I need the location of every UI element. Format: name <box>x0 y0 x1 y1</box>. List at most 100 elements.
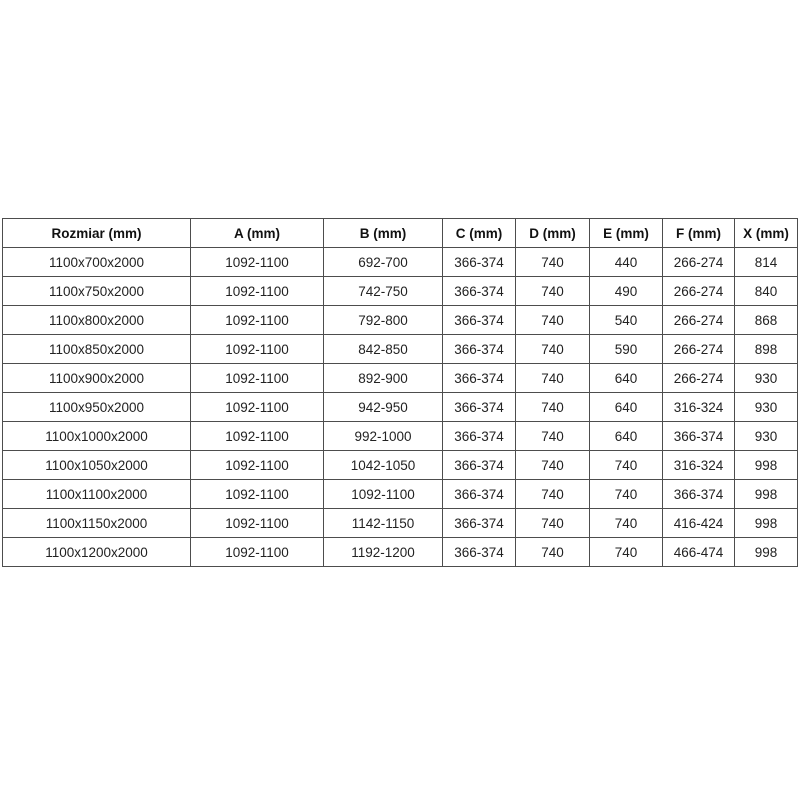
table-cell: 1092-1100 <box>190 450 324 480</box>
table-cell: 892-900 <box>323 363 443 393</box>
table-cell: 640 <box>589 363 663 393</box>
table-cell: 1092-1100 <box>190 247 324 277</box>
table-cell: 740 <box>589 508 663 538</box>
table-cell: 266-274 <box>662 247 735 277</box>
table-cell: 740 <box>515 276 590 306</box>
table-cell: 1100x1150x2000 <box>2 508 191 538</box>
table-cell: 1142-1150 <box>323 508 443 538</box>
column-header: A (mm) <box>190 218 324 248</box>
table-cell: 740 <box>515 247 590 277</box>
table-cell: 640 <box>589 392 663 422</box>
table-row: 1100x850x2000 1092-1100 842-850 366-374 740 5… <box>2 334 798 364</box>
table-cell: 930 <box>734 392 798 422</box>
table-cell: 740 <box>515 421 590 451</box>
table-cell: 814 <box>734 247 798 277</box>
table-cell: 366-374 <box>442 363 516 393</box>
column-header: C (mm) <box>442 218 516 248</box>
table-cell: 266-274 <box>662 305 735 335</box>
table-cell: 1092-1100 <box>190 479 324 509</box>
table-cell: 930 <box>734 363 798 393</box>
table-cell: 998 <box>734 450 798 480</box>
table-cell: 416-424 <box>662 508 735 538</box>
table-cell: 998 <box>734 508 798 538</box>
table-cell: 942-950 <box>323 392 443 422</box>
column-header: F (mm) <box>662 218 735 248</box>
table-cell: 366-374 <box>442 305 516 335</box>
table-cell: 440 <box>589 247 663 277</box>
table-cell: 466-474 <box>662 537 735 567</box>
table-cell: 366-374 <box>662 421 735 451</box>
table-cell: 842-850 <box>323 334 443 364</box>
table-cell: 1042-1050 <box>323 450 443 480</box>
table-cell: 1100x700x2000 <box>2 247 191 277</box>
table-cell: 1100x900x2000 <box>2 363 191 393</box>
column-header: D (mm) <box>515 218 590 248</box>
table-cell: 1092-1100 <box>190 537 324 567</box>
table-cell: 1092-1100 <box>190 421 324 451</box>
table-cell: 740 <box>515 537 590 567</box>
table-cell: 366-374 <box>442 276 516 306</box>
column-header: X (mm) <box>734 218 798 248</box>
table-cell: 316-324 <box>662 450 735 480</box>
table-cell: 740 <box>515 334 590 364</box>
table-cell: 1100x1000x2000 <box>2 421 191 451</box>
table-cell: 1192-1200 <box>323 537 443 567</box>
table-row: 1100x900x2000 1092-1100 892-900 366-374 740 6… <box>2 363 798 393</box>
table-cell: 692-700 <box>323 247 443 277</box>
table-cell: 1100x1100x2000 <box>2 479 191 509</box>
table-cell: 740 <box>515 450 590 480</box>
table-cell: 740 <box>515 305 590 335</box>
table-cell: 1092-1100 <box>190 508 324 538</box>
table-row: 1100x1100x2000 1092-1100 1092-1100 366-374 7… <box>2 479 798 509</box>
table-cell: 998 <box>734 479 798 509</box>
table-cell: 366-374 <box>442 421 516 451</box>
table-cell: 316-324 <box>662 392 735 422</box>
table-cell: 1092-1100 <box>190 363 324 393</box>
table-cell: 590 <box>589 334 663 364</box>
table-cell: 1100x1050x2000 <box>2 450 191 480</box>
table-cell: 898 <box>734 334 798 364</box>
table-cell: 366-374 <box>442 508 516 538</box>
dimensions-table: Rozmiar (mm) A (mm) B (mm) C (mm) D (mm) E (m… <box>2 218 798 567</box>
table-cell: 1092-1100 <box>190 305 324 335</box>
table-cell: 366-374 <box>442 479 516 509</box>
table-cell: 1092-1100 <box>190 334 324 364</box>
table-cell: 1100x750x2000 <box>2 276 191 306</box>
header-row: Rozmiar (mm) A (mm) B (mm) C (mm) D (mm) E (m… <box>2 218 798 248</box>
column-header: E (mm) <box>589 218 663 248</box>
table-cell: 1100x950x2000 <box>2 392 191 422</box>
table-cell: 1100x1200x2000 <box>2 537 191 567</box>
table-cell: 740 <box>589 537 663 567</box>
table-cell: 366-374 <box>442 450 516 480</box>
table-row: 1100x1000x2000 1092-1100 992-1000 366-374 74… <box>2 421 798 451</box>
table-cell: 366-374 <box>442 537 516 567</box>
table-cell: 366-374 <box>442 247 516 277</box>
table-cell: 740 <box>515 479 590 509</box>
column-header: Rozmiar (mm) <box>2 218 191 248</box>
table-cell: 366-374 <box>662 479 735 509</box>
table-body: 1100x700x2000 1092-1100 692-700 366-374 740 4… <box>2 247 798 567</box>
table-cell: 490 <box>589 276 663 306</box>
table-cell: 992-1000 <box>323 421 443 451</box>
table-row: 1100x1150x2000 1092-1100 1142-1150 366-374 7… <box>2 508 798 538</box>
table-cell: 266-274 <box>662 363 735 393</box>
table-cell: 366-374 <box>442 334 516 364</box>
table-cell: 366-374 <box>442 392 516 422</box>
table-cell: 742-750 <box>323 276 443 306</box>
table-row: 1100x800x2000 1092-1100 792-800 366-374 740 5… <box>2 305 798 335</box>
table-cell: 740 <box>589 450 663 480</box>
table-row: 1100x700x2000 1092-1100 692-700 366-374 740 4… <box>2 247 798 277</box>
table-cell: 1100x850x2000 <box>2 334 191 364</box>
table-cell: 740 <box>515 508 590 538</box>
table-cell: 1092-1100 <box>190 276 324 306</box>
table-cell: 840 <box>734 276 798 306</box>
table-cell: 868 <box>734 305 798 335</box>
table-cell: 1092-1100 <box>190 392 324 422</box>
table-cell: 792-800 <box>323 305 443 335</box>
table-cell: 740 <box>515 363 590 393</box>
table-row: 1100x750x2000 1092-1100 742-750 366-374 740 4… <box>2 276 798 306</box>
table-row: 1100x1050x2000 1092-1100 1042-1050 366-374 7… <box>2 450 798 480</box>
table-cell: 930 <box>734 421 798 451</box>
table-cell: 540 <box>589 305 663 335</box>
